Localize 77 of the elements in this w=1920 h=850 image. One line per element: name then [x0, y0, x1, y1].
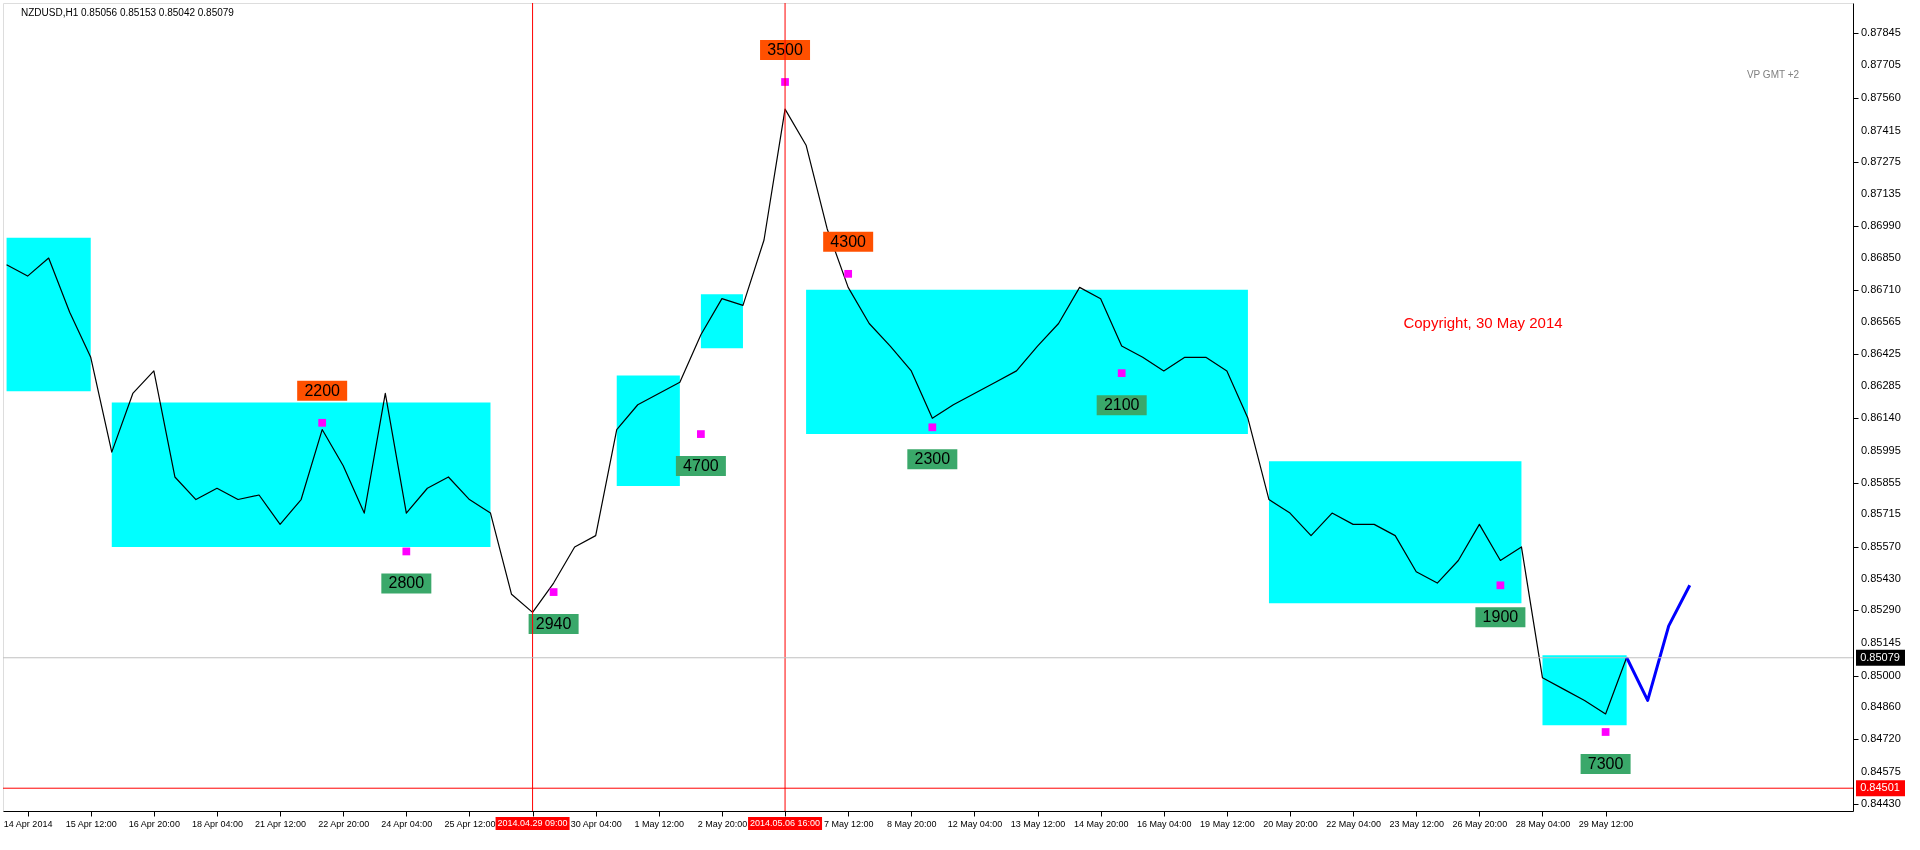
x-tick-label: 16 Apr 20:00	[128, 818, 180, 829]
y-tick-label: 0.85290	[1861, 603, 1901, 616]
y-tick-label: 0.87275	[1861, 155, 1901, 168]
x-tick-label: 12 May 04:00	[947, 818, 1003, 829]
x-tick-label: 16 May 04:00	[1136, 818, 1192, 829]
x-tick-label: 21 Apr 12:00	[255, 818, 307, 829]
y-tick-label: 0.85855	[1861, 475, 1901, 488]
x-tick-label: 8 May 20:00	[887, 818, 937, 829]
x-tick-label: 20 May 20:00	[1263, 818, 1318, 829]
point	[1496, 581, 1505, 590]
y-tick-label: 0.85430	[1861, 571, 1901, 584]
annotation: 4300	[830, 232, 867, 250]
x-tick-label: 28 May 04:00	[1515, 818, 1571, 829]
y-tick-label: 0.85570	[1861, 539, 1901, 552]
annotation: 3500	[767, 40, 803, 58]
point	[697, 430, 705, 438]
y-tick-label: 0.87415	[1861, 123, 1901, 136]
y-tick-label: 0.84575	[1861, 764, 1901, 777]
y-tick-label: 0.86565	[1861, 315, 1901, 328]
x-tick-label: 2014.05.06 16:00	[750, 818, 821, 828]
point	[1601, 728, 1610, 736]
y-tick-label: 0.84430	[1861, 797, 1901, 810]
annotation: 7300	[1587, 755, 1624, 773]
ref-line-label: 0.85079	[1860, 650, 1900, 663]
x-tick-label: 14 Apr 2014	[3, 818, 53, 829]
point	[318, 418, 327, 427]
x-tick-label: 22 Apr 20:00	[318, 818, 370, 829]
x-tick-label: 15 Apr 12:00	[65, 818, 117, 829]
x-tick-label: 1 May 12:00	[634, 818, 685, 829]
point	[1117, 369, 1126, 378]
ref-line-label: 0.84501	[1860, 781, 1900, 794]
x-tick-label: 25 Apr 12:00	[444, 818, 496, 829]
line-series	[5, 108, 1628, 715]
x-tick-label: 19 May 12:00	[1200, 818, 1255, 829]
x-tick-label: 13 May 12:00	[1010, 818, 1066, 829]
x-tick-label: 23 May 12:00	[1389, 818, 1445, 829]
annotation: 4700	[683, 457, 719, 475]
x-tick-label: 14 May 20:00	[1073, 818, 1129, 829]
x-tick-label: 26 May 20:00	[1452, 818, 1508, 829]
x-tick-label: 2 May 20:00	[697, 818, 748, 829]
y-tick-label: 0.87705	[1861, 58, 1901, 71]
point	[928, 423, 937, 432]
point	[549, 588, 558, 596]
y-tick-label: 0.86425	[1861, 346, 1901, 359]
x-tick-label: 30 Apr 04:00	[570, 818, 622, 829]
y-tick-label: 0.85715	[1861, 507, 1901, 520]
annotation: 1900	[1482, 608, 1519, 626]
x-tick-label: 29 May 12:00	[1578, 818, 1634, 829]
annotation: 2200	[304, 381, 341, 399]
y-tick-label: 0.87845	[1861, 26, 1901, 39]
annotation: 2940	[535, 615, 572, 633]
y-tick-label: 0.86850	[1861, 251, 1901, 264]
y-tick-label: 0.84720	[1861, 731, 1901, 744]
y-tick-label: 0.85145	[1861, 635, 1901, 648]
annotation: 2800	[388, 574, 425, 592]
x-tick-label: 22 May 04:00	[1326, 818, 1381, 829]
y-tick-label: 0.86710	[1861, 282, 1901, 295]
chart-title: NZDUSD,H1 0.85056 0.85153 0.85042 0.85079	[21, 7, 235, 18]
x-tick-label: 7 May 12:00	[823, 818, 874, 829]
y-tick-label: 0.85000	[1861, 668, 1901, 681]
y-tick-label: 0.86285	[1861, 378, 1901, 391]
y-tick-label: 0.86140	[1861, 411, 1901, 424]
line-series	[1625, 583, 1692, 702]
y-tick-label: 0.87135	[1861, 186, 1901, 199]
point	[402, 547, 411, 556]
annotation: Copyright, 30 May 2014	[1403, 314, 1563, 331]
x-tick-label: 2014.04.29 09:00	[497, 818, 568, 828]
annotation: 2300	[914, 450, 951, 468]
y-tick-label: 0.85995	[1861, 444, 1901, 457]
point	[844, 269, 853, 278]
annotation: 2100	[1103, 396, 1140, 414]
text: VP GMT +2	[1746, 69, 1800, 80]
x-tick-label: 24 Apr 04:00	[381, 818, 433, 829]
x-tick-label: 18 Apr 04:00	[191, 818, 243, 829]
y-tick-label: 0.84860	[1861, 700, 1901, 713]
y-tick-label: 0.86990	[1861, 219, 1901, 232]
y-tick-label: 0.87560	[1861, 90, 1901, 103]
